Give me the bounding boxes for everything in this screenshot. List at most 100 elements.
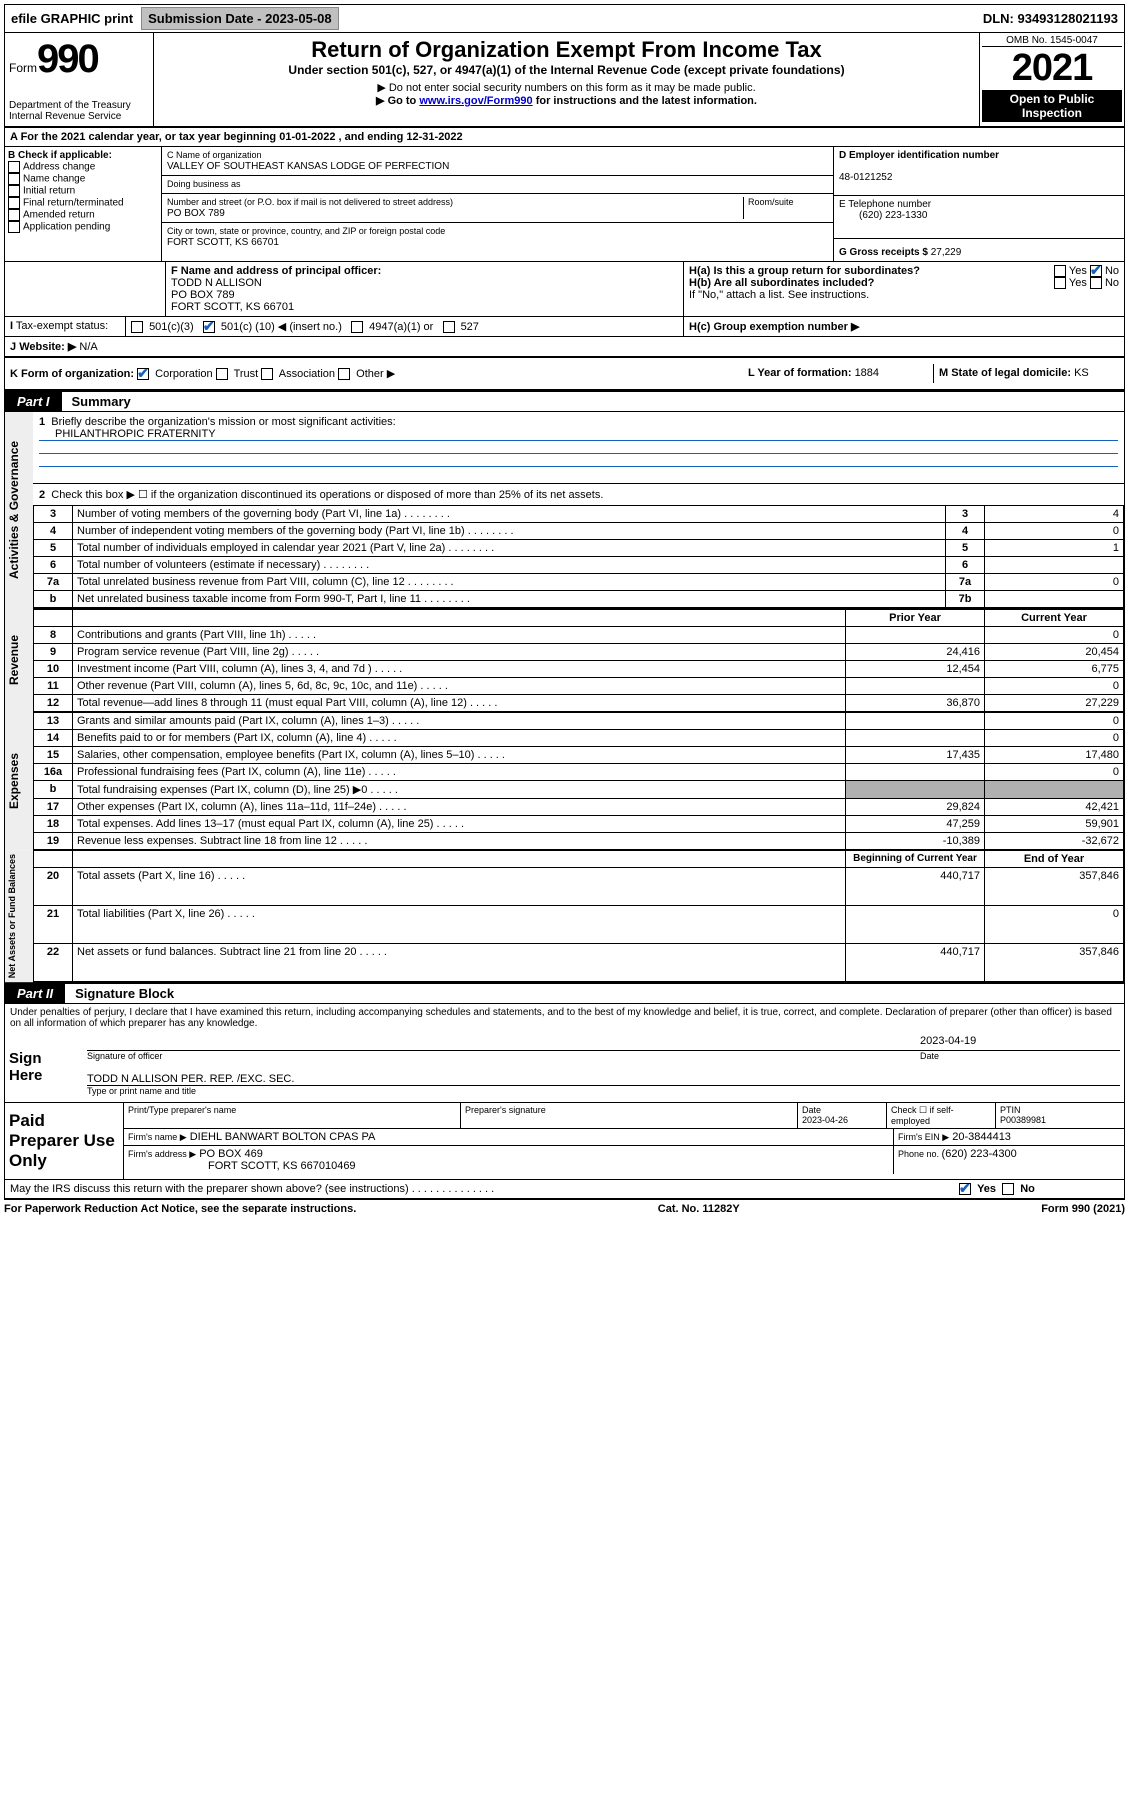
summary-section: Activities & Governance 1 Briefly descri… <box>4 412 1125 608</box>
chk-assoc[interactable] <box>261 368 273 380</box>
open-inspection: Open to Public Inspection <box>982 90 1122 122</box>
table-row: 19Revenue less expenses. Subtract line 1… <box>34 833 1124 850</box>
org-name: VALLEY OF SOUTHEAST KANSAS LODGE OF PERF… <box>167 161 449 172</box>
vlabel-netassets: Net Assets or Fund Balances <box>5 850 33 982</box>
submission-date-button[interactable]: Submission Date - 2023-05-08 <box>141 7 339 30</box>
row-a-tax-year: A For the 2021 calendar year, or tax yea… <box>4 128 1125 147</box>
expenses-table: 13Grants and similar amounts paid (Part … <box>33 712 1124 850</box>
table-row: 21Total liabilities (Part X, line 26) . … <box>34 906 1124 944</box>
table-row: 5Total number of individuals employed in… <box>34 540 1124 557</box>
revenue-section: Revenue Prior Year Current Year 8Contrib… <box>4 608 1125 712</box>
officer-name: TODD N ALLISON <box>171 277 262 289</box>
header-right: OMB No. 1545-0047 2021 Open to Public In… <box>979 33 1124 126</box>
firm-name: DIEHL BANWART BOLTON CPAS PA <box>190 1131 376 1143</box>
chk-final-return[interactable] <box>8 197 20 209</box>
form-title: Return of Organization Exempt From Incom… <box>164 37 969 63</box>
table-row: 3Number of voting members of the governi… <box>34 506 1124 523</box>
dln: DLN: 93493128021193 <box>977 8 1124 29</box>
table-row: 8Contributions and grants (Part VIII, li… <box>34 627 1124 644</box>
chk-amended[interactable] <box>8 209 20 221</box>
mission: PHILANTHROPIC FRATERNITY <box>39 428 216 440</box>
table-row: 20Total assets (Part X, line 16) . . . .… <box>34 868 1124 906</box>
state-domicile: M State of legal domicile: KS <box>934 364 1124 383</box>
page-footer: For Paperwork Reduction Act Notice, see … <box>4 1200 1125 1218</box>
table-row: 13Grants and similar amounts paid (Part … <box>34 713 1124 730</box>
chk-4947[interactable] <box>351 321 363 333</box>
sign-here-block: Sign Here Signature of officer Date 2023… <box>4 1032 1125 1103</box>
chk-irs-yes[interactable] <box>959 1183 971 1195</box>
row-klm: K Form of organization: Corporation Trus… <box>4 358 1125 391</box>
chk-corp[interactable] <box>137 368 149 380</box>
top-bar: efile GRAPHIC print Submission Date - 20… <box>4 4 1125 33</box>
expenses-section: Expenses 13Grants and similar amounts pa… <box>4 712 1125 850</box>
chk-trust[interactable] <box>216 368 228 380</box>
form-number: 990 <box>37 37 98 81</box>
header-left: Form990 Department of the Treasury Inter… <box>5 33 154 126</box>
dept-treasury: Department of the Treasury <box>9 100 149 111</box>
table-row: 4Number of independent voting members of… <box>34 523 1124 540</box>
table-row: 12Total revenue—add lines 8 through 11 (… <box>34 695 1124 712</box>
vlabel-revenue: Revenue <box>5 608 33 712</box>
chk-initial-return[interactable] <box>8 185 20 197</box>
officer-printed-name: TODD N ALLISON PER. REP. /EXC. SEC. <box>87 1073 1120 1085</box>
section-h: H(a) Is this a group return for subordin… <box>684 262 1124 316</box>
chk-501c3[interactable] <box>131 321 143 333</box>
omb-number: OMB No. 1545-0047 <box>982 35 1122 47</box>
form-header: Form990 Department of the Treasury Inter… <box>4 33 1125 128</box>
note-ssn: ▶ Do not enter social security numbers o… <box>164 81 969 94</box>
chk-hb-yes[interactable] <box>1054 277 1066 289</box>
section-f: F Name and address of principal officer:… <box>166 262 684 316</box>
header-center: Return of Organization Exempt From Incom… <box>154 33 979 126</box>
section-bcdeg: B Check if applicable: Address change Na… <box>4 147 1125 262</box>
chk-address-change[interactable] <box>8 161 20 173</box>
table-row: bNet unrelated business taxable income f… <box>34 591 1124 608</box>
ein: 48-0121252 <box>839 172 892 183</box>
part-ii-header: Part II Signature Block <box>4 983 1125 1004</box>
sig-date: 2023-04-19 <box>920 1035 1120 1047</box>
section-fh: F Name and address of principal officer:… <box>4 262 1125 317</box>
chk-app-pending[interactable] <box>8 221 20 233</box>
firm-phone: (620) 223-4300 <box>942 1148 1017 1160</box>
table-row: 18Total expenses. Add lines 13–17 (must … <box>34 816 1124 833</box>
chk-ha-no[interactable] <box>1090 265 1102 277</box>
chk-irs-no[interactable] <box>1002 1183 1014 1195</box>
form-subtitle: Under section 501(c), 527, or 4947(a)(1)… <box>164 63 969 77</box>
table-row: 17Other expenses (Part IX, column (A), l… <box>34 799 1124 816</box>
org-city: FORT SCOTT, KS 66701 <box>167 237 279 248</box>
irs-link[interactable]: www.irs.gov/Form990 <box>419 95 532 107</box>
table-row: 9Program service revenue (Part VIII, lin… <box>34 644 1124 661</box>
table-row: 14Benefits paid to or for members (Part … <box>34 730 1124 747</box>
form-ref: Form 990 (2021) <box>1041 1203 1125 1215</box>
governance-table: 3Number of voting members of the governi… <box>33 505 1124 608</box>
org-address: PO BOX 789 <box>167 208 225 219</box>
efile-label: efile GRAPHIC print <box>5 8 139 29</box>
table-row: 22Net assets or fund balances. Subtract … <box>34 944 1124 982</box>
part-i-header: Part I Summary <box>4 391 1125 412</box>
spacer <box>341 16 977 22</box>
year-formation: L Year of formation: 1884 <box>743 364 934 383</box>
may-irs-discuss: May the IRS discuss this return with the… <box>4 1180 1125 1200</box>
telephone: (620) 223-1330 <box>839 210 927 221</box>
paid-preparer-block: Paid Preparer Use Only Print/Type prepar… <box>4 1103 1125 1180</box>
netassets-table: Beginning of Current Year End of Year 20… <box>33 850 1124 982</box>
form-word: Form <box>9 61 37 75</box>
chk-527[interactable] <box>443 321 455 333</box>
revenue-table: Prior Year Current Year 8Contributions a… <box>33 608 1124 712</box>
chk-hb-no[interactable] <box>1090 277 1102 289</box>
table-row: 15Salaries, other compensation, employee… <box>34 747 1124 764</box>
section-c: C Name of organization VALLEY OF SOUTHEA… <box>162 147 834 261</box>
vlabel-governance: Activities & Governance <box>5 412 33 608</box>
penalty-statement: Under penalties of perjury, I declare th… <box>4 1004 1125 1032</box>
vlabel-expenses: Expenses <box>5 712 33 850</box>
chk-501c[interactable] <box>203 321 215 333</box>
gross-receipts: 27,229 <box>931 247 962 258</box>
website: N/A <box>79 341 97 353</box>
chk-ha-yes[interactable] <box>1054 265 1066 277</box>
table-row: 10Investment income (Part VIII, column (… <box>34 661 1124 678</box>
chk-name-change[interactable] <box>8 173 20 185</box>
table-row: 6Total number of volunteers (estimate if… <box>34 557 1124 574</box>
chk-other[interactable] <box>338 368 350 380</box>
table-row: bTotal fundraising expenses (Part IX, co… <box>34 781 1124 799</box>
netassets-section: Net Assets or Fund Balances Beginning of… <box>4 850 1125 983</box>
row-j: J Website: ▶ N/A <box>4 337 1125 358</box>
